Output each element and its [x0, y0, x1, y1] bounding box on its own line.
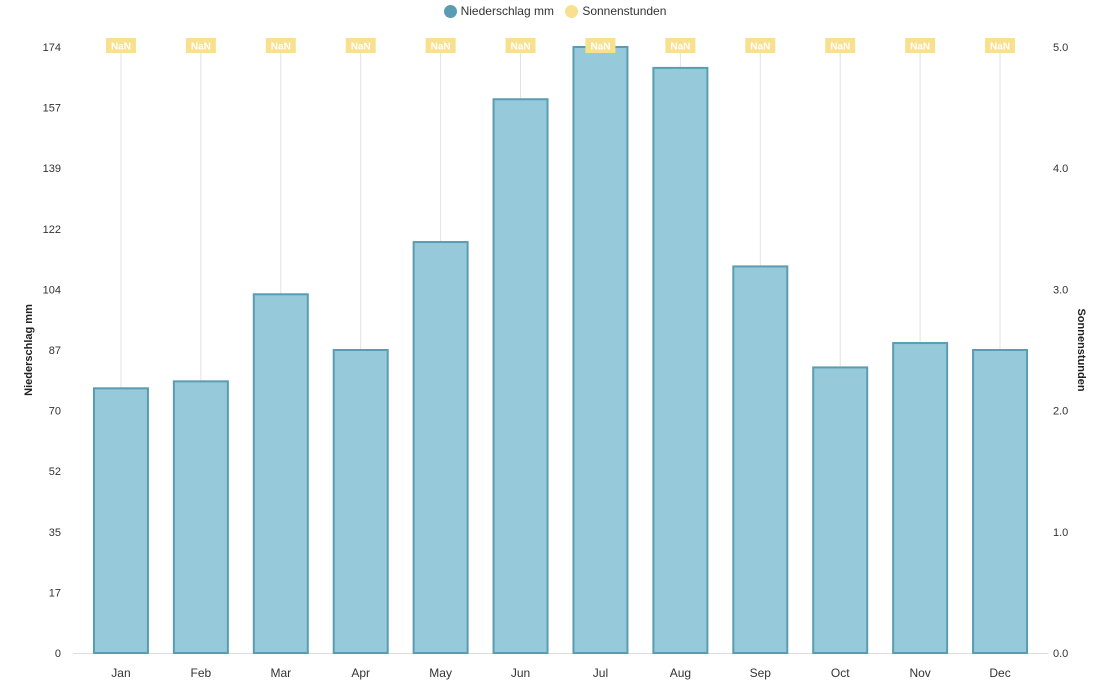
y-left-tick-label: 122 — [43, 224, 61, 236]
x-tick-label-dec: Dec — [989, 666, 1010, 680]
sun-label-box — [585, 38, 616, 53]
x-tick-label-nov: Nov — [909, 666, 930, 680]
y-left-tick-label: 157 — [43, 103, 61, 115]
sun-label-box — [265, 38, 296, 53]
y-left-tick-label: 35 — [49, 527, 61, 539]
sun-label-box — [985, 38, 1016, 53]
bar-may — [412, 241, 469, 654]
sun-data-label: NaN — [910, 42, 930, 53]
sun-data-label: NaN — [511, 42, 531, 53]
sun-label-box — [345, 38, 376, 53]
y-right-axis-title: Sonnenstunden — [1075, 308, 1087, 391]
bar-nov — [892, 342, 949, 654]
legend-swatch-niederschlag — [443, 4, 457, 18]
y-right-tick-label: 3.0 — [1053, 284, 1068, 296]
y-left-tick-label: 139 — [43, 163, 61, 175]
sun-data-label: NaN — [431, 42, 451, 53]
y-left-tick-label: 17 — [49, 587, 61, 599]
bar-sep — [732, 265, 789, 654]
bar-jun — [492, 98, 549, 654]
y-right-tick-label: 2.0 — [1053, 406, 1068, 418]
x-tick-label-oct: Oct — [831, 666, 850, 680]
sun-label-box — [665, 38, 696, 53]
legend-swatch-sonnenstunden — [565, 4, 579, 18]
y-left-tick-label: 174 — [43, 42, 61, 54]
x-tick-label-mar: Mar — [270, 666, 291, 680]
x-tick-label-aug: Aug — [670, 666, 691, 680]
bar-feb — [172, 380, 229, 654]
x-tick-label-sep: Sep — [750, 666, 772, 680]
legend-item-sonnenstunden[interactable]: Sonnenstunden — [565, 4, 666, 18]
sun-label-box — [825, 38, 856, 53]
y-right-tick-label: 5.0 — [1053, 42, 1068, 54]
y-left-tick-label: 0 — [55, 648, 61, 660]
sun-label-box — [505, 38, 536, 53]
bar-apr — [332, 349, 389, 654]
legend: Niederschlag mm Sonnenstunden — [0, 4, 1110, 21]
y-right-tick-label: 4.0 — [1053, 163, 1068, 175]
sun-data-label: NaN — [750, 42, 770, 53]
x-tick-label-jul: Jul — [593, 666, 608, 680]
bar-jan — [92, 387, 149, 654]
y-left-axis-title: Niederschlag mm — [23, 304, 35, 396]
x-tick-label-may: May — [429, 666, 452, 680]
sun-data-label: NaN — [590, 42, 610, 53]
y-left-tick-label: 87 — [49, 345, 61, 357]
bar-oct — [812, 366, 869, 654]
sun-label-box — [185, 38, 216, 53]
bar-jul — [572, 46, 629, 654]
sun-data-label: NaN — [990, 42, 1010, 53]
sun-label-box — [425, 38, 456, 53]
sun-data-label: NaN — [351, 42, 371, 53]
y-left-tick-label: 104 — [43, 284, 61, 296]
legend-label-niederschlag: Niederschlag mm — [460, 4, 554, 18]
y-left-tick-label: 70 — [49, 406, 61, 418]
y-right-tick-label: 0.0 — [1053, 648, 1068, 660]
sun-data-label: NaN — [271, 42, 291, 53]
bar-dec — [972, 349, 1029, 654]
legend-item-niederschlag[interactable]: Niederschlag mm — [443, 4, 554, 18]
y-left-tick-label: 52 — [49, 466, 61, 478]
x-tick-label-jan: Jan — [111, 666, 130, 680]
x-tick-label-feb: Feb — [191, 666, 212, 680]
bar-mar — [252, 293, 309, 654]
bar-aug — [652, 66, 709, 655]
sun-label-box — [905, 38, 936, 53]
sun-label-box — [105, 38, 136, 53]
legend-label-sonnenstunden: Sonnenstunden — [582, 4, 667, 18]
sun-label-box — [745, 38, 776, 53]
sun-data-label: NaN — [670, 42, 690, 53]
y-right-tick-label: 1.0 — [1053, 527, 1068, 539]
sun-data-label: NaN — [111, 42, 131, 53]
x-tick-label-apr: Apr — [351, 666, 370, 680]
sun-data-label: NaN — [830, 42, 850, 53]
x-tick-label-jun: Jun — [511, 666, 530, 680]
sun-data-label: NaN — [191, 42, 211, 53]
